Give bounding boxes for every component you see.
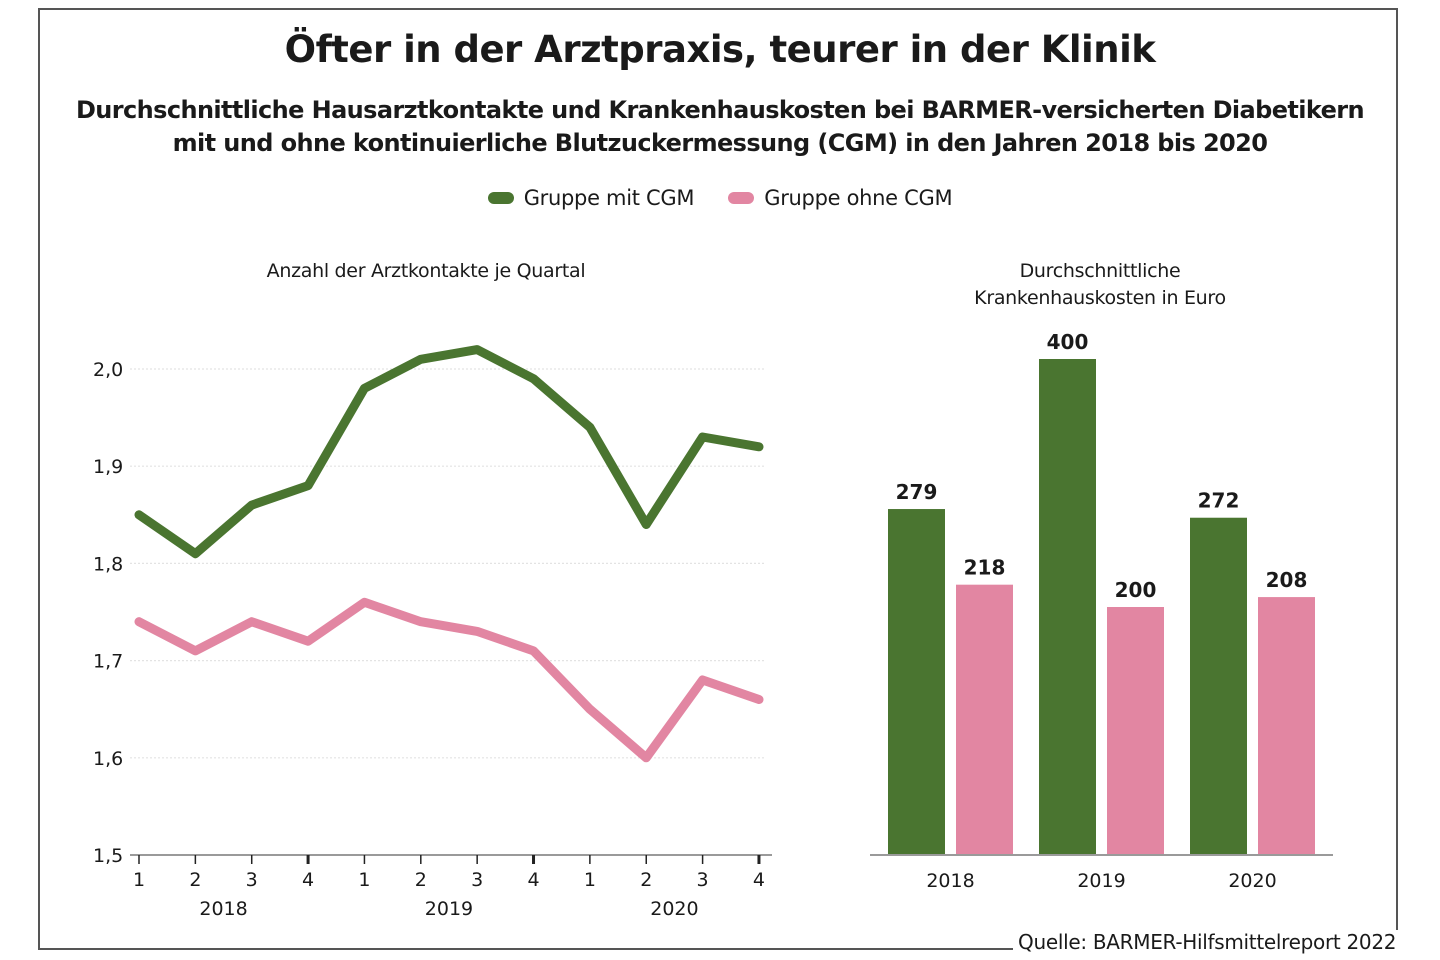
bar-no-cgm [1107,607,1164,855]
x-tick-label: 4 [302,869,314,891]
legend-label: Gruppe mit CGM [523,186,695,210]
bar-no-cgm [1258,597,1315,855]
x-year-label: 2020 [650,898,698,920]
x-tick-label: 2 [415,869,427,891]
legend-swatch-no-cgm [728,192,755,204]
subtitle-line: mit und ohne kontinuierliche Blutzuckerm… [172,129,1268,157]
y-tick-label: 1,6 [93,748,123,770]
subtitle-line: Durchschnittliche Hausarztkontakte und K… [75,96,1365,124]
y-tick-label: 2,0 [93,359,123,381]
chart-subtitle: Durchschnittliche Hausarztkontakte und K… [0,94,1440,160]
series-line-cgm [134,345,764,559]
bar-chart-title-line: Durchschnittliche [1019,260,1181,282]
x-tick-label: 4 [527,869,539,891]
bar-value-label: 400 [1047,330,1089,354]
legend: Gruppe mit CGM Gruppe ohne CGM [0,186,1440,210]
frame-border-bottom [38,948,1013,950]
frame-border-top [38,8,1398,10]
legend-label: Gruppe ohne CGM [764,186,953,210]
bar-value-label: 208 [1266,568,1308,592]
x-category-label: 2019 [1077,870,1125,892]
x-tick-label: 3 [697,869,709,891]
y-tick-label: 1,9 [93,456,123,478]
x-tick-label: 2 [640,869,652,891]
bar-value-label: 200 [1115,578,1157,602]
legend-item-no-cgm: Gruppe ohne CGM [728,186,953,210]
x-tick-label: 2 [189,869,201,891]
y-tick-label: 1,7 [93,651,123,673]
bar-cgm [1190,517,1247,855]
x-category-label: 2018 [926,870,974,892]
bar-value-label: 218 [964,556,1006,580]
series-line-no-cgm [134,597,764,763]
x-category-label: 2020 [1228,870,1276,892]
bar-cgm [888,509,945,855]
x-tick-label: 1 [133,869,145,891]
legend-item-cgm: Gruppe mit CGM [487,186,695,210]
chart-title: Öfter in der Arztpraxis, teurer in der K… [284,28,1156,71]
source-credit: Quelle: BARMER-Hilfsmittelreport 2022 [1018,930,1397,954]
bar-chart-title: Durchschnittliche Krankenhauskosten in E… [900,258,1300,312]
x-tick-label: 1 [358,869,370,891]
x-year-label: 2018 [199,898,247,920]
x-tick-label: 3 [471,869,483,891]
x-tick-label: 3 [246,869,258,891]
y-tick-label: 1,5 [93,845,123,867]
legend-swatch-cgm [487,192,514,204]
bar-no-cgm [956,584,1013,855]
bar-chart-title-line: Krankenhauskosten in Euro [974,287,1226,309]
bar-cgm [1039,359,1096,855]
x-year-label: 2019 [425,898,473,920]
x-tick-label: 4 [753,869,765,891]
frame-border-right [1396,8,1398,930]
y-tick-label: 1,8 [93,553,123,575]
frame-border-left [38,8,40,950]
bar-value-label: 279 [896,480,938,504]
x-tick-label: 1 [584,869,596,891]
line-chart-title: Anzahl der Arztkontakte je Quartal [266,260,586,282]
bar-value-label: 272 [1198,489,1240,513]
